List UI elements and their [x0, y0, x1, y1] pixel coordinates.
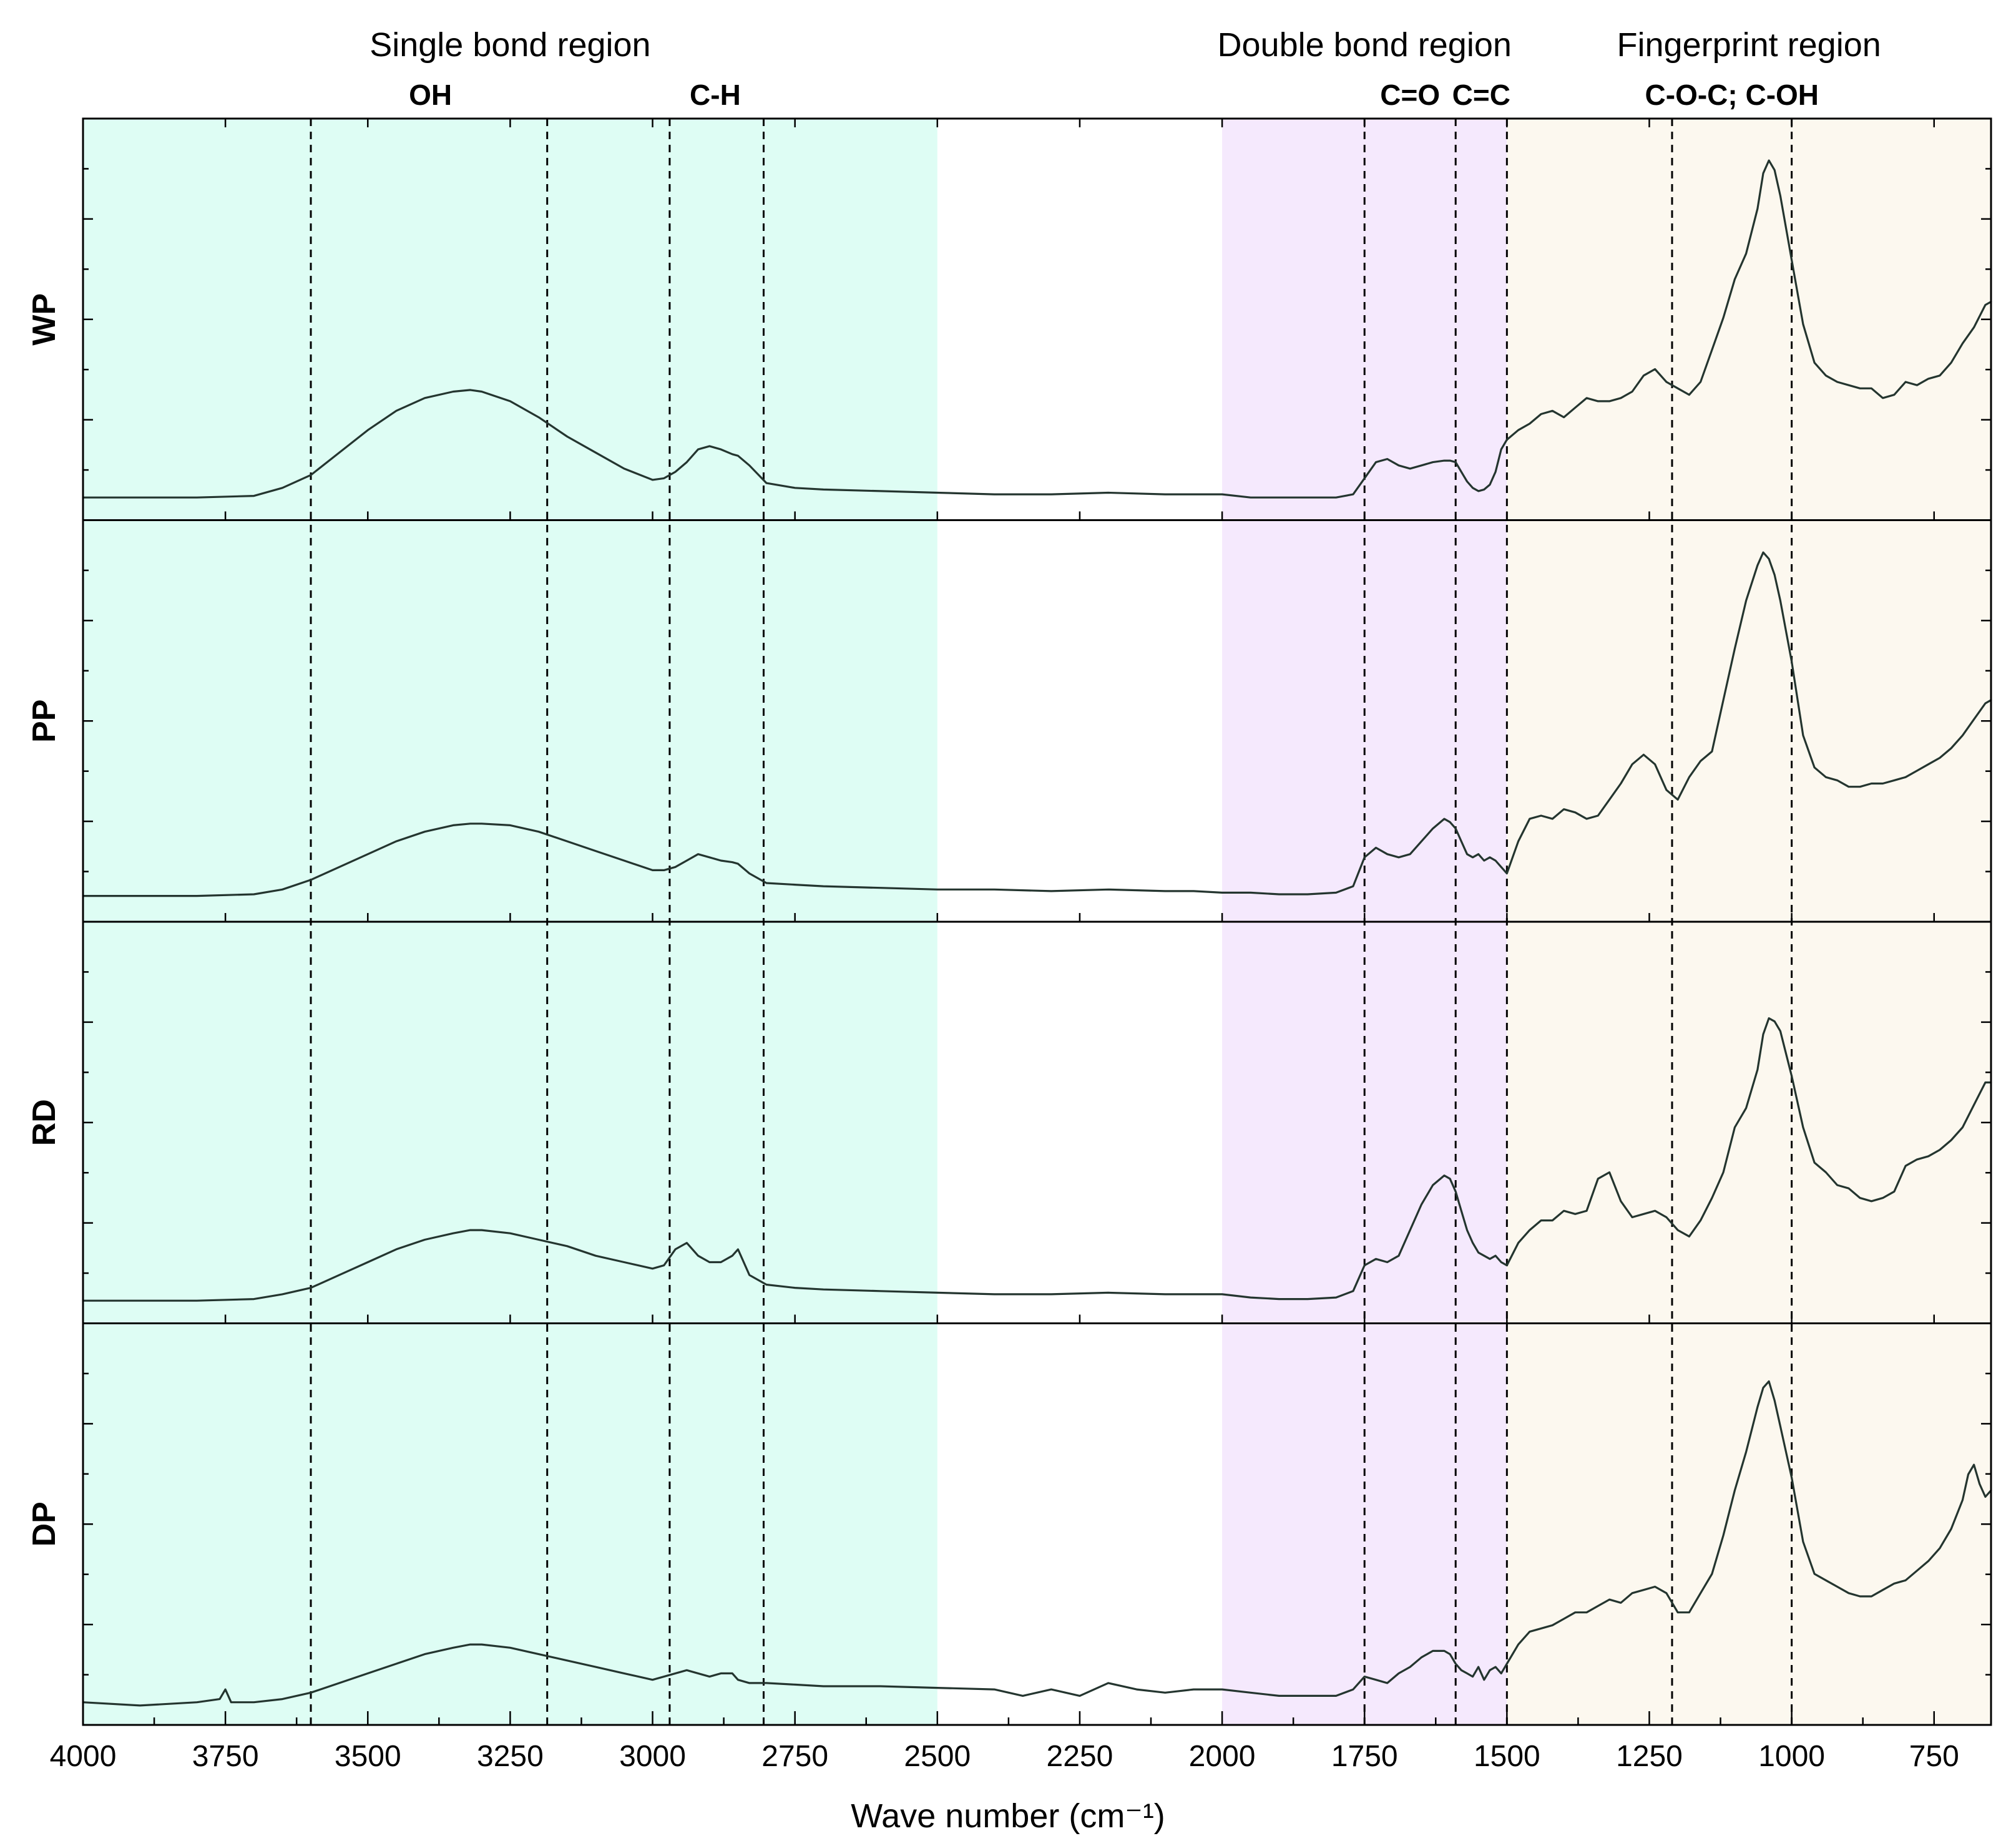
x-tick-label-2500: 2500	[904, 1740, 971, 1773]
spectrum-line-rd	[82, 1017, 1992, 1302]
bond-label-2: C-H	[690, 79, 741, 111]
panel-label-dp: DP	[26, 1502, 62, 1546]
x-tick-label-4000: 4000	[50, 1740, 117, 1773]
panel-label-rd: RD	[26, 1099, 62, 1146]
spectrum-line-wp	[82, 159, 1992, 499]
bond-label-4: C=C	[1452, 79, 1510, 111]
spectra-lines	[82, 159, 1992, 1707]
region-label-2: Double bond region	[1218, 26, 1512, 64]
x-tick-label-2250: 2250	[1047, 1740, 1113, 1773]
spectrum-line-pp	[82, 551, 1992, 897]
region-label-3: Fingerprint region	[1617, 26, 1881, 64]
panel-label-wp: WP	[26, 293, 62, 346]
x-tick-label-1000: 1000	[1758, 1740, 1825, 1773]
x-tick-label-1250: 1250	[1616, 1740, 1683, 1773]
spectrum-line-dp	[82, 1380, 1992, 1707]
x-tick-label-3750: 3750	[192, 1740, 259, 1773]
panel-label-pp: PP	[26, 700, 62, 743]
x-tick-label-3000: 3000	[619, 1740, 686, 1773]
bond-label-5: C-O-C; C-OH	[1645, 79, 1819, 111]
x-tick-label-1750: 1750	[1331, 1740, 1398, 1773]
x-tick-label-3500: 3500	[335, 1740, 401, 1773]
bond-label-1: OH	[409, 79, 452, 111]
x-tick-label-2750: 2750	[761, 1740, 828, 1773]
x-tick-label-1500: 1500	[1474, 1740, 1540, 1773]
bond-label-3: C=O	[1380, 79, 1440, 111]
x-tick-label-750: 750	[1909, 1740, 1959, 1773]
x-tick-label-2000: 2000	[1189, 1740, 1256, 1773]
x-axis-title: Wave number (cm⁻¹)	[851, 1797, 1165, 1835]
chart-labels: Single bond region Double bond region Fing…	[26, 26, 1959, 1773]
region-label-1: Single bond region	[369, 26, 650, 64]
x-tick-label-3250: 3250	[477, 1740, 544, 1773]
axis-ticks	[82, 119, 1991, 1725]
